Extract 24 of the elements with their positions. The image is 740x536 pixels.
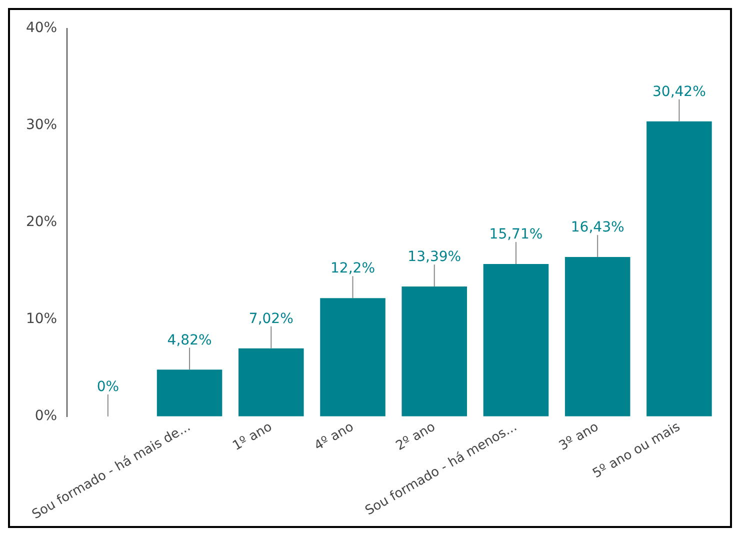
bar: [646, 121, 712, 416]
data-label: 12,2%: [330, 260, 375, 277]
data-label: 16,43%: [570, 220, 624, 236]
data-label: 30,42%: [652, 84, 706, 100]
data-label: 7,02%: [248, 310, 294, 327]
y-tick-label: 10%: [26, 311, 58, 328]
y-tick-label: 30%: [26, 117, 58, 134]
x-tick-label: 4º ano: [312, 420, 356, 454]
data-label: 15,71%: [489, 226, 543, 243]
y-tick-label: 0%: [34, 408, 58, 424]
bar: [483, 264, 549, 416]
bar: [564, 257, 630, 416]
data-label: 13,39%: [408, 249, 462, 266]
bar: [320, 298, 386, 416]
x-tick-label: 1º ano: [230, 420, 275, 454]
x-tick-label: 3º ano: [556, 420, 602, 454]
bar: [156, 370, 222, 416]
x-tick-label: 2º ano: [394, 420, 438, 454]
y-tick-label: 20%: [26, 214, 58, 230]
bar: [402, 286, 468, 416]
data-label: 4,82%: [167, 332, 212, 348]
data-label: 0%: [96, 379, 120, 396]
y-tick-label: 40%: [26, 20, 58, 36]
bar: [238, 348, 304, 416]
